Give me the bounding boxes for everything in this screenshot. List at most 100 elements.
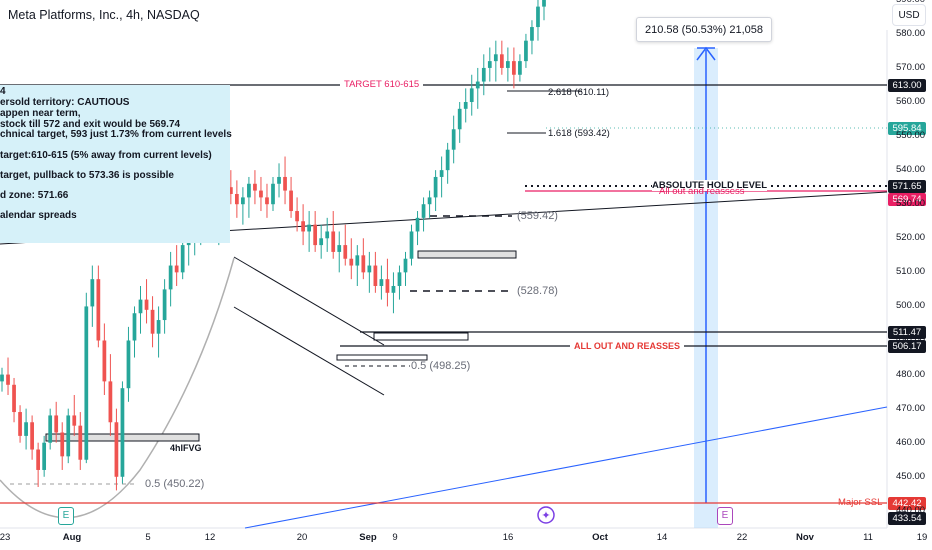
time-tick: 23 <box>0 532 11 543</box>
price-tick: 480.00 <box>896 368 926 380</box>
candle <box>0 367 4 392</box>
measure-tooltip: 210.58 (50.53%) 21,058 <box>636 17 772 42</box>
event-marker-icon: ✦ <box>541 509 550 522</box>
candle-body <box>259 190 263 198</box>
candle-body <box>319 238 324 246</box>
candle <box>114 408 119 491</box>
candle-body <box>96 279 101 341</box>
half-498-label: 0.5 (498.25) <box>411 360 471 372</box>
note-line: appen near term, <box>0 108 81 119</box>
event-marker[interactable] <box>537 506 555 524</box>
candle <box>144 279 149 324</box>
candle-body <box>241 197 245 205</box>
candle-body <box>524 40 528 62</box>
candle <box>247 176 251 218</box>
candle <box>409 224 414 266</box>
cup-pattern-arc <box>0 257 235 519</box>
candle <box>295 197 299 232</box>
channel-upper <box>233 256 385 346</box>
fvg-box-upper <box>417 250 517 259</box>
candle <box>325 217 330 252</box>
candle-body <box>54 415 59 433</box>
candle <box>271 176 275 212</box>
candle-body <box>391 285 396 293</box>
price-tick: 510.00 <box>896 266 926 278</box>
candle-body <box>120 388 125 477</box>
time-tick: 19 <box>916 532 928 543</box>
candle-body <box>271 183 275 205</box>
candle-body <box>234 193 239 205</box>
time-tick: 9 <box>392 532 398 543</box>
candle-body <box>421 204 426 218</box>
candle <box>174 245 179 286</box>
candle-body <box>102 340 107 382</box>
candle <box>349 238 354 280</box>
candle <box>283 156 287 205</box>
candle <box>78 412 83 470</box>
candle <box>487 47 492 82</box>
candle <box>168 251 173 307</box>
candle-body <box>108 381 113 423</box>
candle <box>156 306 161 358</box>
candle-body <box>18 412 22 436</box>
candle-body <box>433 176 438 198</box>
candle-body <box>337 245 342 252</box>
candle <box>66 408 71 464</box>
candle-body <box>367 265 372 273</box>
candle-body <box>90 279 95 307</box>
candle-body <box>0 374 4 382</box>
candle <box>138 285 143 334</box>
candle-body <box>313 224 318 246</box>
candle-body <box>331 231 336 252</box>
earnings-marker-future[interactable]: E <box>717 507 733 525</box>
price-badge-current: 595.84 <box>888 122 926 135</box>
candle <box>319 224 324 259</box>
candle-body <box>132 313 137 341</box>
candle-body <box>6 374 10 385</box>
price-tick: 460.00 <box>896 436 926 448</box>
price-tick: 550.00 <box>896 130 926 142</box>
candle-body <box>361 255 366 273</box>
candle-body <box>307 224 312 232</box>
candle-body <box>24 422 28 436</box>
candle <box>60 422 65 470</box>
candle-body <box>48 415 53 443</box>
candle-body <box>253 183 257 191</box>
candle-body <box>415 217 420 232</box>
candle <box>536 0 540 41</box>
time-tick: Oct <box>592 532 608 543</box>
candle-body <box>247 183 251 198</box>
price-badge-511: 511.47 <box>888 326 926 339</box>
price-tick: 440.00 <box>896 504 926 516</box>
target-label: TARGET 610-615 <box>340 79 424 90</box>
time-tick: 5 <box>145 532 151 543</box>
candles-layer <box>0 0 546 491</box>
candle <box>12 377 16 423</box>
candle <box>355 245 360 286</box>
time-tick: 14 <box>656 532 668 543</box>
price-badge-bottom: 433.54 <box>888 512 926 525</box>
candle-body <box>144 299 149 310</box>
candle <box>421 197 426 232</box>
time-tick: Aug <box>62 532 82 543</box>
candle-body <box>30 422 34 450</box>
candle-body <box>289 190 293 212</box>
candle <box>397 265 402 300</box>
candle-body <box>403 258 408 273</box>
candle-body <box>150 309 155 334</box>
earnings-marker[interactable]: E <box>58 507 74 525</box>
currency-button[interactable]: USD <box>892 4 926 26</box>
candle-body <box>36 449 41 470</box>
candle-body <box>283 176 287 191</box>
candle <box>301 204 305 246</box>
candle <box>530 20 534 55</box>
note-line: target, pullback to 573.36 is possible <box>0 170 174 181</box>
candle <box>265 183 269 218</box>
candle <box>108 354 113 436</box>
candle-body <box>505 61 510 68</box>
candle-body <box>385 279 390 293</box>
candle <box>439 156 444 198</box>
candle <box>542 0 546 21</box>
candle-body <box>475 81 480 89</box>
